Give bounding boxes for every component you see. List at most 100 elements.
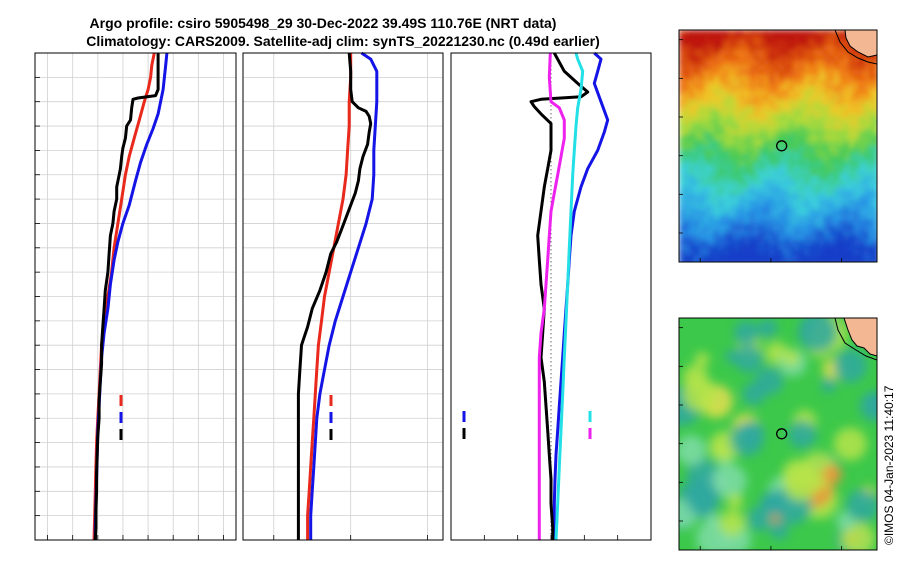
heat-cell — [824, 245, 830, 251]
heat-cell — [734, 125, 740, 131]
heat-cell — [739, 170, 745, 176]
heat-cell — [854, 50, 860, 56]
heat-cell — [774, 30, 780, 36]
heat-cell — [824, 110, 830, 116]
heat-cell — [744, 50, 750, 56]
heat-cell — [759, 95, 765, 101]
heat-cell — [759, 70, 765, 76]
heat-cell — [694, 140, 700, 146]
heat-cell — [699, 250, 705, 256]
sla-blob — [755, 366, 784, 395]
heat-cell — [714, 250, 720, 256]
heat-cell — [864, 90, 870, 96]
heat-cell — [739, 225, 745, 231]
heat-cell — [799, 210, 805, 216]
heat-cell — [699, 240, 705, 246]
heat-cell — [814, 75, 820, 81]
heat-cell — [799, 195, 805, 201]
heat-cell — [819, 235, 825, 241]
heat-cell — [714, 125, 720, 131]
heat-cell — [714, 175, 720, 181]
heat-cell — [694, 255, 700, 261]
heat-cell — [829, 250, 835, 256]
heat-cell — [759, 170, 765, 176]
heat-cell — [854, 260, 860, 262]
heat-cell — [844, 180, 850, 186]
heat-cell — [799, 95, 805, 101]
heat-cell — [769, 165, 775, 171]
heat-cell — [869, 70, 875, 76]
heat-cell — [874, 245, 877, 251]
heat-cell — [874, 90, 877, 96]
heat-cell — [874, 85, 877, 91]
heat-cell — [684, 190, 690, 196]
heat-cell — [854, 140, 860, 146]
heat-cell — [684, 240, 690, 246]
heat-cell — [719, 140, 725, 146]
heat-cell — [869, 170, 875, 176]
heat-cell — [819, 130, 825, 136]
heat-cell — [769, 120, 775, 126]
heat-cell — [694, 125, 700, 131]
heat-cell — [839, 150, 845, 156]
heat-cell — [864, 175, 870, 181]
heat-cell — [754, 30, 760, 36]
heat-cell — [724, 195, 730, 201]
heat-cell — [719, 175, 725, 181]
heat-cell — [709, 260, 715, 262]
heat-cell — [774, 220, 780, 226]
heat-cell — [749, 205, 755, 211]
heat-cell — [714, 60, 720, 66]
heat-cell — [684, 195, 690, 201]
heat-cell — [689, 220, 695, 226]
heat-cell — [869, 125, 875, 131]
heat-cell — [729, 110, 735, 116]
heat-cell — [754, 245, 760, 251]
heat-cell — [804, 55, 810, 61]
heat-cell — [804, 30, 810, 36]
map-panels — [678, 29, 878, 551]
heat-cell — [689, 245, 695, 251]
heat-cell — [699, 65, 705, 71]
heat-cell — [699, 170, 705, 176]
heat-cell — [724, 245, 730, 251]
heat-cell — [854, 250, 860, 256]
heat-cell — [749, 155, 755, 161]
heat-cell — [684, 170, 690, 176]
heat-cell — [809, 215, 815, 221]
heat-cell — [789, 245, 795, 251]
heat-cell — [849, 260, 855, 262]
heat-cell — [779, 75, 785, 81]
heat-cell — [759, 250, 765, 256]
heat-cell — [774, 250, 780, 256]
heat-cell — [719, 145, 725, 151]
heat-cell — [764, 120, 770, 126]
heat-cell — [684, 215, 690, 221]
heat-cell — [739, 45, 745, 51]
heat-cell — [824, 85, 830, 91]
heat-cell — [699, 90, 705, 96]
heat-cell — [729, 220, 735, 226]
heat-cell — [789, 145, 795, 151]
heat-cell — [729, 70, 735, 76]
heat-cell — [814, 135, 820, 141]
heat-cell — [784, 200, 790, 206]
heat-cell — [774, 135, 780, 141]
heat-cell — [769, 145, 775, 151]
heat-cell — [869, 215, 875, 221]
heat-cell — [684, 145, 690, 151]
heat-cell — [744, 95, 750, 101]
heat-cell — [824, 80, 830, 86]
heat-cell — [689, 120, 695, 126]
heat-cell — [859, 210, 865, 216]
sla-blob — [797, 318, 838, 353]
heat-cell — [719, 70, 725, 76]
heat-cell — [764, 230, 770, 236]
heat-cell — [714, 45, 720, 51]
heat-cell — [759, 120, 765, 126]
heat-cell — [829, 230, 835, 236]
heat-cell — [849, 60, 855, 66]
heat-cell — [864, 255, 870, 261]
heat-cell — [774, 100, 780, 106]
heat-cell — [729, 105, 735, 111]
